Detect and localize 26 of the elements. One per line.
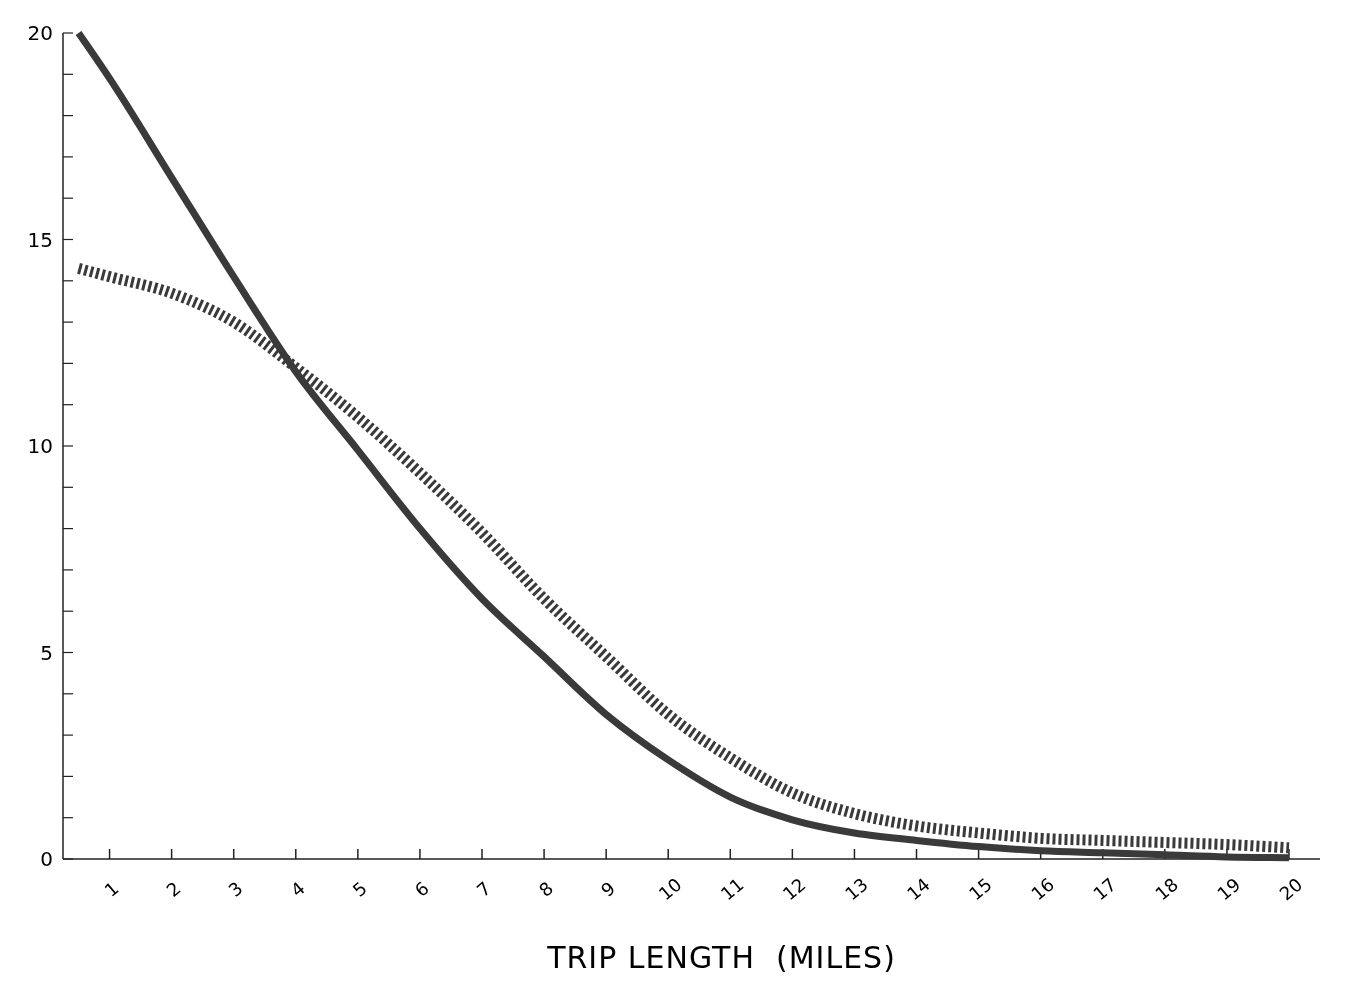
x-tick-label: 15 bbox=[964, 873, 996, 905]
y-tick-label: 10 bbox=[27, 434, 53, 458]
x-tick-label: 12 bbox=[778, 873, 810, 905]
x-tick-label: 4 bbox=[286, 877, 309, 901]
x-tick-label: 6 bbox=[410, 877, 433, 901]
x-tick-label: 7 bbox=[472, 877, 495, 901]
x-tick-label: 11 bbox=[716, 873, 748, 905]
x-axis-title: TRIP LENGTH (MILES) bbox=[546, 940, 896, 975]
x-tick-label: 5 bbox=[348, 877, 371, 901]
x-tick-label: 17 bbox=[1089, 873, 1121, 905]
x-tick-label: 19 bbox=[1213, 873, 1245, 905]
y-tick-label: 5 bbox=[40, 640, 53, 665]
y-tick-label: 15 bbox=[27, 227, 53, 252]
x-tick-label: 14 bbox=[902, 873, 934, 905]
x-tick-label: 1 bbox=[100, 877, 123, 901]
x-tick-label: 10 bbox=[654, 873, 686, 905]
x-tick-label: 20 bbox=[1275, 873, 1307, 905]
x-tick-label: 9 bbox=[596, 877, 620, 901]
x-tick-label: 18 bbox=[1151, 873, 1183, 905]
x-tick-label: 13 bbox=[840, 873, 872, 905]
x-tick-label: 2 bbox=[162, 877, 185, 901]
x-tick-label: 16 bbox=[1026, 873, 1059, 905]
y-tick-label: 20 bbox=[27, 21, 53, 45]
y-tick-label: 0 bbox=[40, 847, 53, 871]
x-tick-label: 3 bbox=[224, 877, 247, 901]
x-tick-label: 8 bbox=[534, 877, 558, 901]
